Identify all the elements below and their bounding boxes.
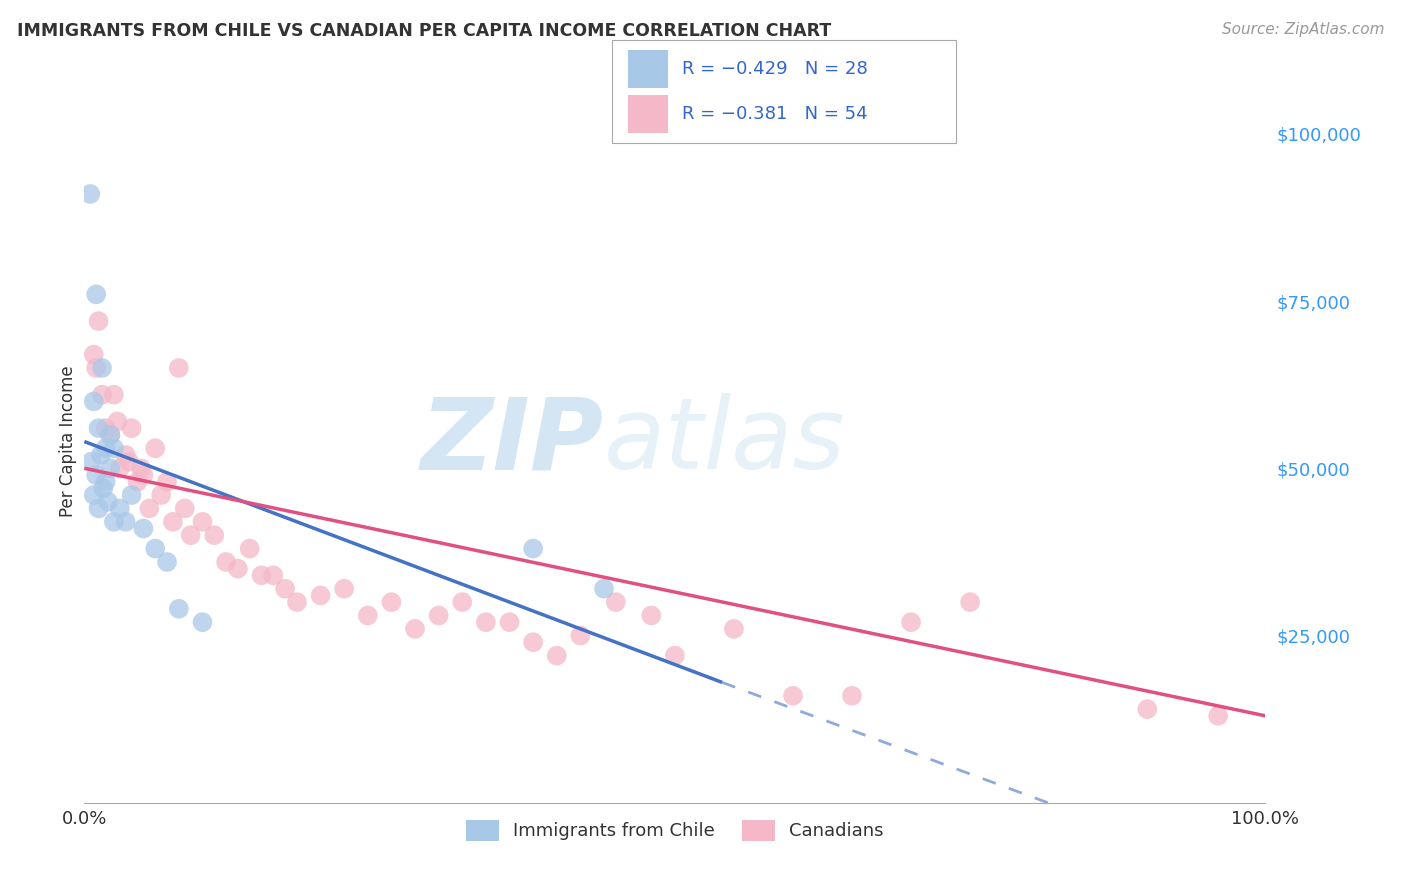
Point: [274, 582, 297, 596]
Point: [80, 454, 103, 469]
Point: [94, 441, 117, 455]
Point: [129, 461, 152, 475]
Text: IMMIGRANTS FROM CHILE VS CANADIAN PER CAPITA INCOME CORRELATION CHART: IMMIGRANTS FROM CHILE VS CANADIAN PER CA…: [17, 22, 831, 40]
Point: [87, 421, 110, 435]
Point: [167, 602, 190, 616]
Point: [103, 441, 125, 455]
Point: [121, 488, 143, 502]
Point: [132, 467, 155, 482]
Text: Source: ZipAtlas.com: Source: ZipAtlas.com: [1222, 22, 1385, 37]
Point: [451, 595, 474, 609]
Point: [605, 595, 627, 609]
Point: [94, 475, 117, 489]
Point: [522, 541, 544, 556]
Point: [107, 414, 129, 428]
Point: [94, 421, 117, 435]
Point: [1136, 702, 1159, 716]
Point: [522, 635, 544, 649]
Point: [83, 394, 105, 409]
Text: ZIP: ZIP: [420, 393, 605, 490]
Point: [427, 608, 450, 623]
Point: [87, 314, 110, 328]
Point: [191, 615, 214, 630]
Text: R = −0.381   N = 54: R = −0.381 N = 54: [682, 105, 868, 123]
Point: [103, 515, 125, 529]
Point: [98, 427, 121, 442]
Point: [98, 461, 121, 475]
Point: [191, 515, 214, 529]
Point: [84, 361, 107, 376]
Point: [83, 348, 105, 362]
Point: [900, 615, 922, 630]
Point: [404, 622, 426, 636]
Point: [162, 515, 184, 529]
Point: [475, 615, 498, 630]
Point: [380, 595, 402, 609]
Point: [143, 541, 166, 556]
Point: [103, 387, 125, 401]
Point: [150, 488, 173, 502]
Point: [593, 582, 616, 596]
Point: [250, 568, 273, 582]
Point: [138, 501, 160, 516]
Point: [226, 562, 249, 576]
Point: [173, 501, 195, 516]
Point: [569, 628, 592, 642]
Point: [156, 555, 179, 569]
Point: [309, 589, 332, 603]
Point: [782, 689, 804, 703]
Point: [180, 528, 202, 542]
Point: [262, 568, 284, 582]
Point: [91, 387, 114, 401]
Point: [357, 608, 380, 623]
Point: [84, 467, 107, 482]
Point: [114, 515, 136, 529]
Point: [640, 608, 662, 623]
Point: [215, 555, 238, 569]
Point: [91, 361, 114, 376]
Point: [118, 454, 141, 469]
Point: [664, 648, 686, 663]
Point: [239, 541, 262, 556]
Text: atlas: atlas: [605, 393, 845, 490]
Point: [79, 187, 101, 202]
Point: [98, 427, 121, 442]
Point: [121, 421, 143, 435]
Point: [87, 501, 110, 516]
Text: R = −0.429   N = 28: R = −0.429 N = 28: [682, 60, 868, 78]
Point: [132, 521, 155, 535]
Point: [285, 595, 308, 609]
Point: [91, 482, 114, 496]
Point: [83, 488, 105, 502]
Point: [1206, 708, 1229, 723]
Point: [143, 441, 166, 455]
Point: [108, 461, 131, 475]
Point: [723, 622, 745, 636]
Point: [959, 595, 981, 609]
Y-axis label: Per Capita Income: Per Capita Income: [59, 366, 77, 517]
Point: [127, 475, 149, 489]
Point: [84, 287, 107, 301]
Point: [333, 582, 356, 596]
Point: [97, 494, 120, 508]
Point: [546, 648, 568, 663]
Point: [202, 528, 225, 542]
Point: [167, 361, 190, 376]
Point: [156, 475, 179, 489]
Point: [90, 448, 112, 462]
Point: [114, 448, 136, 462]
Point: [498, 615, 520, 630]
Legend: Immigrants from Chile, Canadians: Immigrants from Chile, Canadians: [458, 813, 891, 848]
Point: [841, 689, 863, 703]
Point: [108, 501, 131, 516]
